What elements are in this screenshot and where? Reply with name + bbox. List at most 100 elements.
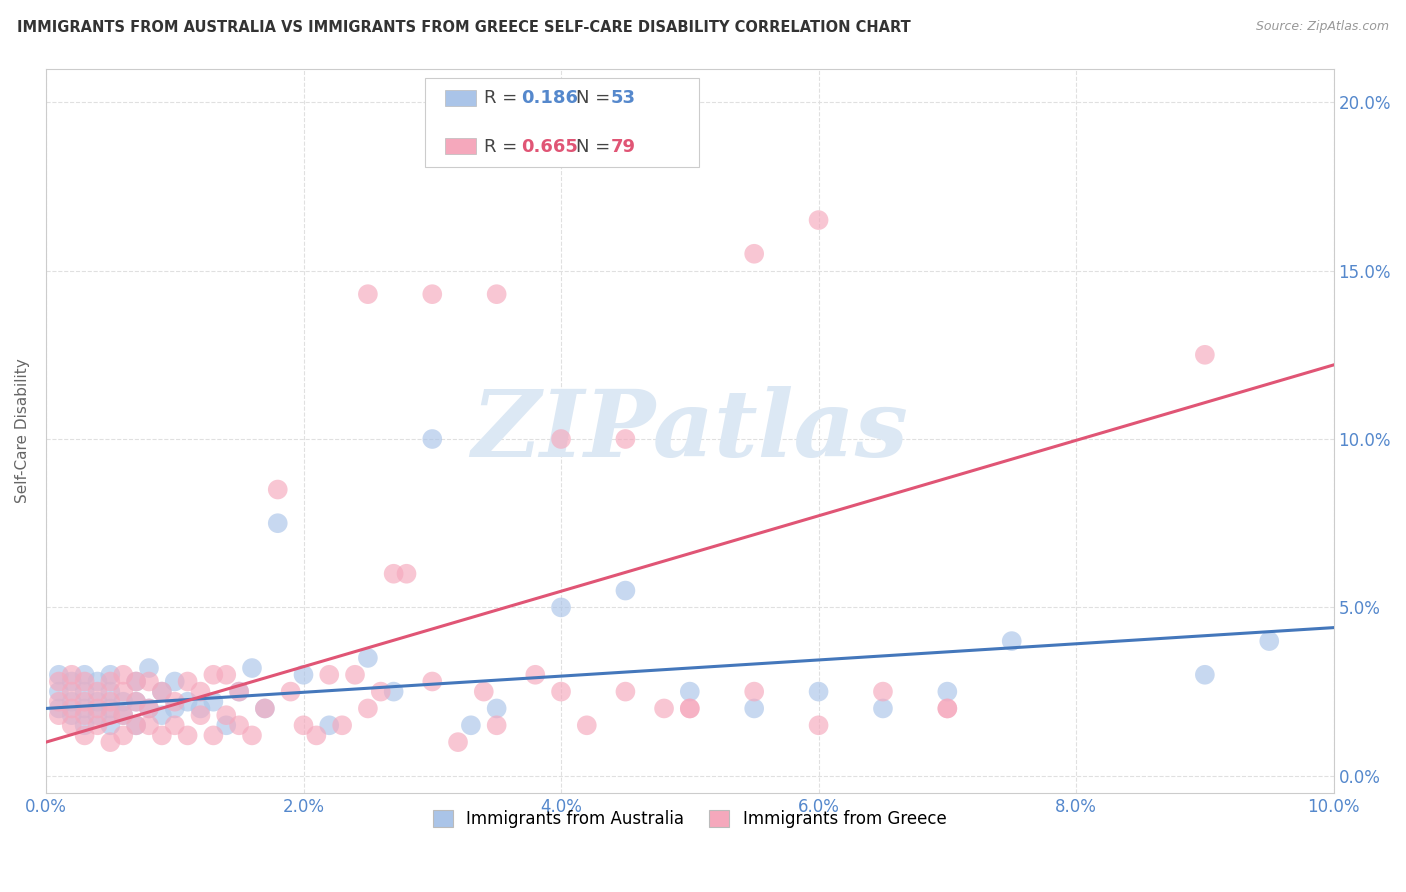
Point xyxy=(48,674,70,689)
Point xyxy=(73,718,96,732)
Point xyxy=(1194,348,1216,362)
Text: 79: 79 xyxy=(610,137,636,155)
Point xyxy=(98,674,121,689)
Point xyxy=(98,695,121,709)
Point xyxy=(60,684,83,698)
Point xyxy=(485,718,508,732)
Point xyxy=(150,684,173,698)
Point xyxy=(125,674,148,689)
Point xyxy=(202,728,225,742)
Point xyxy=(112,667,135,681)
Point xyxy=(550,432,572,446)
Point xyxy=(98,718,121,732)
Point xyxy=(190,701,212,715)
Point xyxy=(60,667,83,681)
Text: ZIPatlas: ZIPatlas xyxy=(471,385,908,475)
Point xyxy=(807,718,830,732)
Legend: Immigrants from Australia, Immigrants from Greece: Immigrants from Australia, Immigrants fr… xyxy=(426,804,953,835)
Point xyxy=(652,701,675,715)
Point xyxy=(176,728,198,742)
Point xyxy=(228,684,250,698)
Point xyxy=(305,728,328,742)
Point xyxy=(176,695,198,709)
Point xyxy=(357,651,380,665)
Point xyxy=(240,728,263,742)
Point xyxy=(138,701,160,715)
Point xyxy=(614,684,637,698)
Point xyxy=(73,674,96,689)
Point xyxy=(73,684,96,698)
Point xyxy=(936,684,959,698)
Point xyxy=(215,718,238,732)
Text: 53: 53 xyxy=(610,89,636,107)
Point xyxy=(253,701,276,715)
Point xyxy=(60,708,83,723)
Point xyxy=(86,708,108,723)
Point xyxy=(163,718,186,732)
Point xyxy=(1194,667,1216,681)
Point xyxy=(679,701,702,715)
Point xyxy=(550,684,572,698)
Point xyxy=(936,701,959,715)
Point xyxy=(48,684,70,698)
Point xyxy=(575,718,598,732)
Point xyxy=(382,684,405,698)
Point xyxy=(420,287,443,301)
Point xyxy=(420,432,443,446)
Point xyxy=(1001,634,1024,648)
Text: IMMIGRANTS FROM AUSTRALIA VS IMMIGRANTS FROM GREECE SELF-CARE DISABILITY CORRELA: IMMIGRANTS FROM AUSTRALIA VS IMMIGRANTS … xyxy=(17,20,911,35)
Point xyxy=(73,708,96,723)
Point xyxy=(202,695,225,709)
Point xyxy=(485,701,508,715)
Point xyxy=(125,718,148,732)
Point xyxy=(138,718,160,732)
Point xyxy=(163,695,186,709)
Point xyxy=(215,708,238,723)
Point xyxy=(872,684,894,698)
Point xyxy=(253,701,276,715)
Point xyxy=(98,708,121,723)
Point xyxy=(395,566,418,581)
Point xyxy=(86,695,108,709)
Point xyxy=(125,695,148,709)
Point xyxy=(228,718,250,732)
Point xyxy=(280,684,302,698)
Point xyxy=(48,695,70,709)
Point xyxy=(73,695,96,709)
Point xyxy=(73,667,96,681)
Point xyxy=(112,708,135,723)
Point xyxy=(163,674,186,689)
Point xyxy=(60,718,83,732)
Point xyxy=(112,708,135,723)
Point xyxy=(150,708,173,723)
Point xyxy=(742,701,765,715)
Point xyxy=(138,701,160,715)
Point xyxy=(472,684,495,698)
Point xyxy=(125,695,148,709)
Point xyxy=(98,667,121,681)
Point xyxy=(150,728,173,742)
Point xyxy=(190,708,212,723)
Point xyxy=(98,701,121,715)
Point xyxy=(60,695,83,709)
Point xyxy=(742,246,765,260)
Text: N =: N = xyxy=(575,137,616,155)
Point xyxy=(86,684,108,698)
Point xyxy=(742,684,765,698)
Point xyxy=(550,600,572,615)
Point xyxy=(73,701,96,715)
Point xyxy=(86,718,108,732)
Point xyxy=(163,701,186,715)
Point xyxy=(292,718,315,732)
Point xyxy=(267,483,290,497)
Point xyxy=(614,432,637,446)
Point xyxy=(460,718,482,732)
Point xyxy=(292,667,315,681)
Text: Source: ZipAtlas.com: Source: ZipAtlas.com xyxy=(1256,20,1389,33)
Point xyxy=(370,684,392,698)
Text: 0.186: 0.186 xyxy=(520,89,578,107)
Point xyxy=(807,213,830,227)
Point xyxy=(138,674,160,689)
Point xyxy=(318,718,340,732)
Point xyxy=(112,695,135,709)
